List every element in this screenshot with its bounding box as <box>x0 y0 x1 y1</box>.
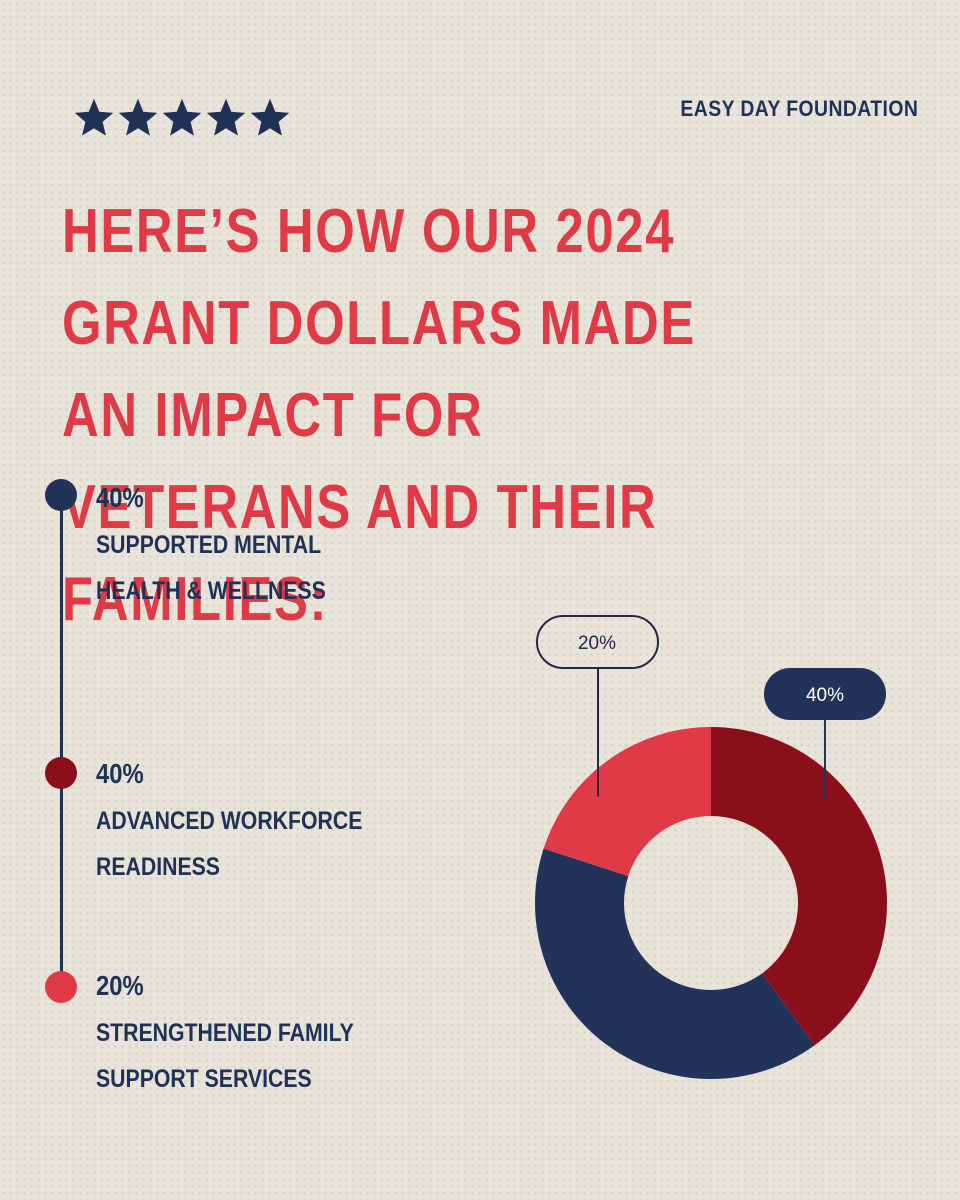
star-icon <box>118 98 158 136</box>
headline: HERE’S HOW OUR 2024 GRANT DOLLARS MADE A… <box>62 197 696 634</box>
rating-stars <box>72 96 292 140</box>
timeline-dot-family-support <box>45 971 77 1003</box>
legend-percent: 20% <box>96 970 144 1001</box>
callout-label-1: 20% <box>578 633 616 654</box>
legend-percent: 40% <box>96 758 144 789</box>
donut-chart: 40% 20% <box>535 615 887 1079</box>
legend-description: STRENGTHENED FAMILY SUPPORT SERVICES <box>96 1019 354 1093</box>
callout-label-0: 40% <box>806 685 844 706</box>
org-name: EASY DAY FOUNDATION <box>680 96 918 121</box>
legend-description: SUPPORTED MENTAL HEALTH & WELLNESS <box>96 531 326 605</box>
timeline-dot-workforce <box>45 757 77 789</box>
star-icon <box>74 98 114 136</box>
legend-description: ADVANCED WORKFORCE READINESS <box>96 807 363 881</box>
legend-item-family-support: 20% STRENGTHENED FAMILY SUPPORT SERVICES <box>96 970 416 1102</box>
star-icon <box>206 98 246 136</box>
callout-bubble-0 <box>764 668 886 720</box>
timeline-dot-mental-health <box>45 479 77 511</box>
donut-slice-0 <box>711 727 887 1046</box>
callout-bubble-1 <box>536 615 659 669</box>
donut-slice-1 <box>535 848 815 1079</box>
legend-item-workforce: 40% ADVANCED WORKFORCE READINESS <box>96 758 416 890</box>
timeline-line <box>60 495 63 987</box>
star-icon <box>162 98 202 136</box>
star-icon <box>250 98 290 136</box>
legend-item-mental-health: 40% SUPPORTED MENTAL HEALTH & WELLNESS <box>96 482 416 614</box>
legend-percent: 40% <box>96 482 144 513</box>
donut-slice-2 <box>543 727 711 877</box>
